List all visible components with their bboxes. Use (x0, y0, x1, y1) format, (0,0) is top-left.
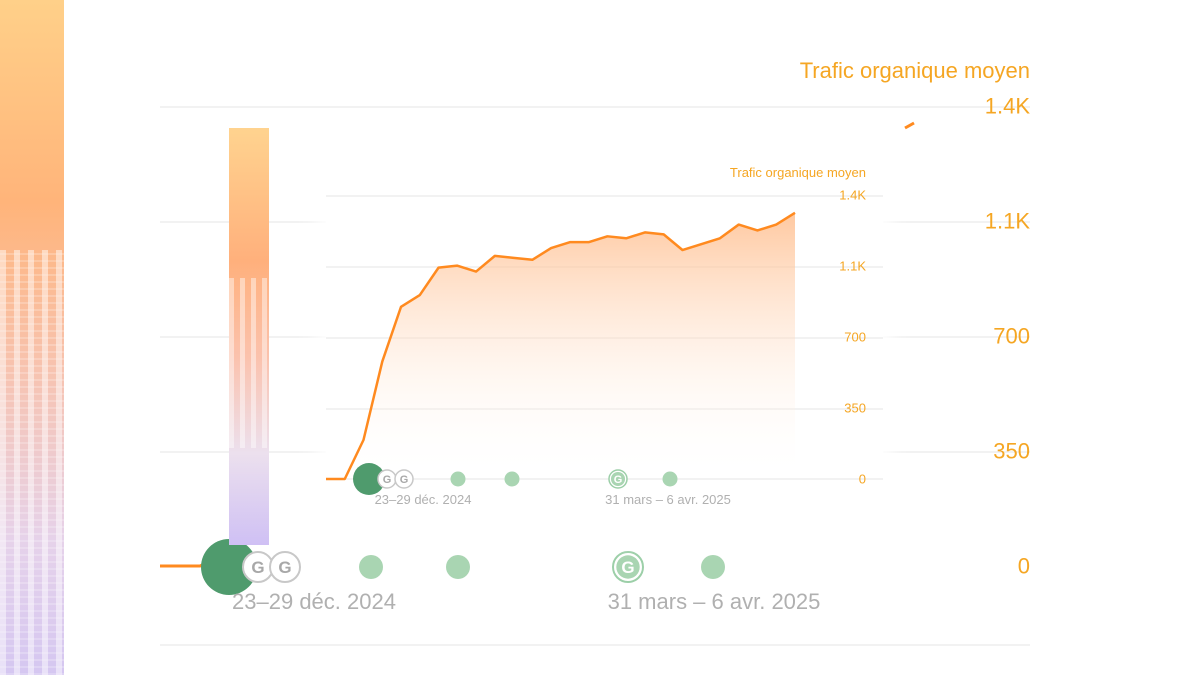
series-line (326, 211, 796, 481)
google-icon-letter: G (278, 558, 291, 577)
x-tick-label: 23–29 déc. 2024 (375, 492, 472, 507)
google-icon-fill (610, 471, 626, 487)
event-marker (446, 555, 470, 579)
series-line-stub (904, 121, 915, 130)
event-marker-large (353, 463, 385, 495)
inset-chart-title: Trafic organique moyen (730, 165, 866, 180)
y-tick-label: 1.4K (839, 188, 866, 203)
x-tick-label: 31 mars – 6 avr. 2025 (608, 589, 821, 614)
event-marker (504, 471, 520, 487)
chart-title: Trafic organique moyen (799, 58, 1030, 83)
series-area (326, 212, 795, 480)
event-marker (359, 555, 383, 579)
y-tick-label: 1.4K (985, 94, 1031, 119)
y-tick-label: 1.1K (985, 209, 1031, 234)
google-icon-letter: G (400, 474, 409, 486)
decorative-strip (0, 0, 64, 675)
inset-chart-card: Trafic organique moyen 0 350 700 1.1K 1.4K G G G… (326, 155, 883, 527)
y-tick-label: 350 (993, 439, 1030, 464)
y-tick-label: 0 (1018, 554, 1030, 579)
google-icon (394, 469, 414, 489)
y-tick-label: 700 (993, 324, 1030, 349)
google-icon-letter: G (383, 474, 392, 486)
x-tick-label: 23–29 déc. 2024 (232, 589, 396, 614)
event-marker-large (201, 539, 257, 595)
y-tick-label: 350 (844, 401, 866, 416)
event-marker (450, 471, 466, 487)
ruin-texture (229, 278, 269, 448)
google-icon (269, 551, 301, 583)
y-tick-label: 700 (844, 330, 866, 345)
google-icon-letter: G (614, 474, 623, 486)
y-tick-label: 0 (859, 472, 866, 487)
event-marker (662, 471, 678, 487)
google-icon-fill (616, 555, 640, 579)
google-icon-letter: G (251, 558, 264, 577)
y-tick-label: 1.1K (839, 259, 866, 274)
ruin-texture (0, 250, 64, 675)
event-marker (701, 555, 725, 579)
x-tick-label: 31 mars – 6 avr. 2025 (605, 492, 731, 507)
google-icon-letter: G (621, 558, 634, 577)
decorative-bar (229, 128, 269, 545)
